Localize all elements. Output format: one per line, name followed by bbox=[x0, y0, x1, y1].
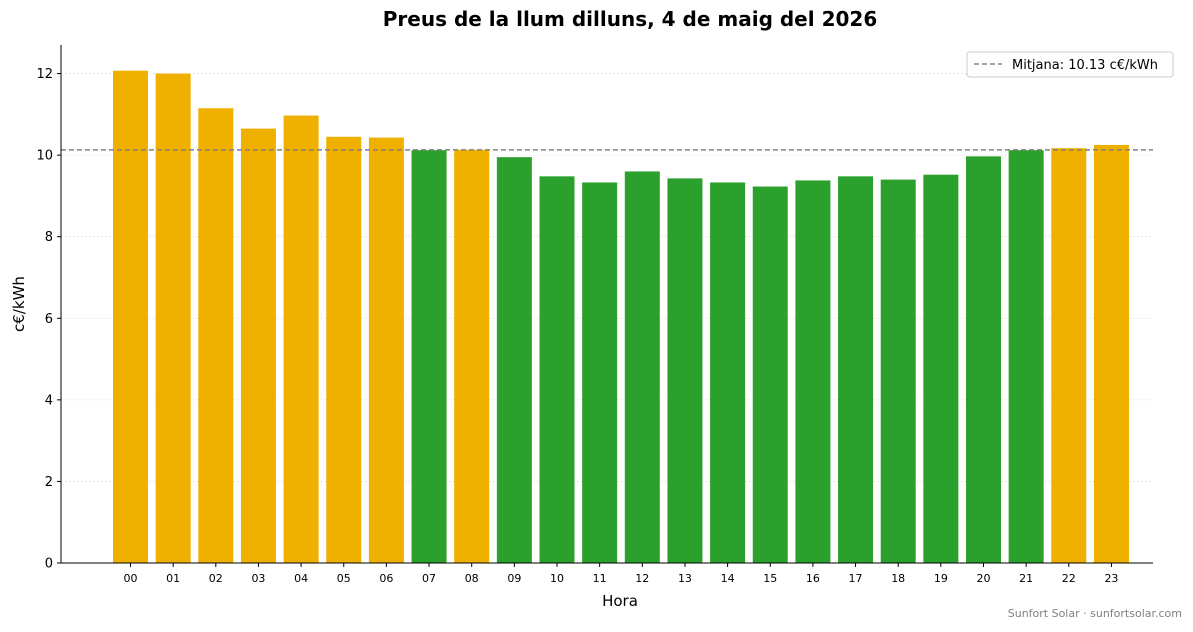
legend-average-label: Mitjana: 10.13 c€/kWh bbox=[1012, 58, 1158, 73]
y-tick-label: 2 bbox=[45, 475, 53, 490]
bar-hour-21 bbox=[1008, 150, 1044, 563]
y-tick-label: 6 bbox=[45, 312, 53, 327]
bar-hour-17 bbox=[838, 176, 874, 563]
x-tick-label: 01 bbox=[166, 572, 180, 585]
bar-hour-08 bbox=[454, 149, 490, 564]
legend: Mitjana: 10.13 c€/kWh bbox=[966, 51, 1174, 78]
x-tick-label: 09 bbox=[507, 572, 521, 585]
bar-hour-07 bbox=[411, 150, 447, 563]
bar-hour-18 bbox=[880, 179, 916, 563]
x-tick-label: 22 bbox=[1062, 572, 1076, 585]
bar-hour-15 bbox=[752, 186, 788, 563]
x-tick-label: 21 bbox=[1019, 572, 1033, 585]
x-tick-label: 16 bbox=[806, 572, 820, 585]
bar-hour-03 bbox=[240, 128, 276, 563]
bar-hour-01 bbox=[155, 73, 191, 563]
axes bbox=[60, 45, 1153, 564]
y-tick-label: 10 bbox=[36, 149, 53, 164]
x-tick-label: 17 bbox=[849, 572, 863, 585]
chart-title: Preus de la llum dilluns, 4 de maig del … bbox=[383, 7, 877, 31]
bar-hour-02 bbox=[198, 108, 234, 564]
bar-hour-10 bbox=[539, 176, 575, 563]
bar-hour-06 bbox=[368, 137, 404, 563]
y-axis-label: c€/kWh bbox=[10, 276, 28, 332]
bars bbox=[113, 70, 1129, 564]
x-tick-label: 20 bbox=[977, 572, 991, 585]
x-tick-label: 23 bbox=[1104, 572, 1118, 585]
x-tick-label: 03 bbox=[251, 572, 265, 585]
bar-hour-14 bbox=[710, 182, 746, 563]
x-tick-label: 11 bbox=[593, 572, 607, 585]
x-tick-label: 15 bbox=[763, 572, 777, 585]
bar-hour-16 bbox=[795, 180, 831, 563]
x-tick-label: 07 bbox=[422, 572, 436, 585]
x-tick-label: 13 bbox=[678, 572, 692, 585]
y-tick-label: 4 bbox=[45, 393, 53, 408]
legend-box bbox=[966, 51, 1174, 78]
bar-hour-20 bbox=[966, 156, 1001, 563]
x-tick-label: 19 bbox=[934, 572, 948, 585]
x-tick-label: 05 bbox=[337, 572, 351, 585]
y-ticks: 0 2 4 6 8 10 12 bbox=[36, 67, 61, 572]
bar-hour-05 bbox=[326, 136, 362, 563]
y-tick-label: 8 bbox=[45, 230, 53, 245]
x-ticks: 00 01 02 03 04 05 06 07 08 09 10 11 12 13 14 15 16 17 18 19… bbox=[124, 563, 1118, 585]
bar-hour-22 bbox=[1051, 148, 1087, 563]
x-tick-label: 06 bbox=[379, 572, 393, 585]
x-tick-label: 14 bbox=[721, 572, 735, 585]
x-tick-label: 08 bbox=[465, 572, 479, 585]
x-axis-label: Hora bbox=[602, 592, 638, 610]
x-tick-label: 04 bbox=[294, 572, 308, 585]
y-tick-label: 0 bbox=[45, 557, 53, 572]
credit-text: Sunfort Solar · sunfortsolar.com bbox=[1008, 607, 1182, 620]
bar-hour-13 bbox=[667, 178, 703, 563]
bar-hour-12 bbox=[624, 171, 660, 563]
bar-hour-23 bbox=[1093, 144, 1129, 563]
x-tick-label: 00 bbox=[124, 572, 138, 585]
bar-hour-09 bbox=[496, 157, 532, 564]
bar-hour-00 bbox=[113, 70, 148, 564]
bar-hour-04 bbox=[283, 115, 319, 564]
y-tick-label: 12 bbox=[36, 67, 53, 82]
x-tick-label: 12 bbox=[635, 572, 649, 585]
x-tick-label: 10 bbox=[550, 572, 564, 585]
x-tick-label: 18 bbox=[891, 572, 905, 585]
x-tick-label: 02 bbox=[209, 572, 223, 585]
bar-hour-19 bbox=[923, 174, 959, 564]
bar-hour-11 bbox=[582, 182, 618, 563]
